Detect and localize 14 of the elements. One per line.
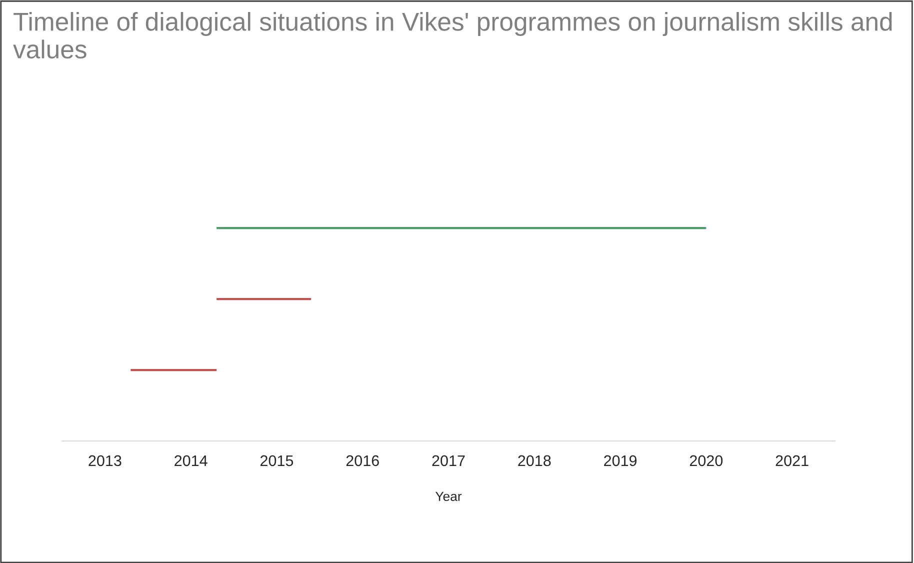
x-tick-label: 2013 — [88, 455, 122, 466]
x-tick-label: 2015 — [260, 455, 294, 466]
x-tick-label: 2016 — [346, 455, 379, 466]
bar — [130, 368, 217, 372]
bar — [216, 298, 312, 300]
x-tick-label: 2018 — [518, 455, 551, 466]
bar — [216, 227, 706, 230]
x-tick-label: 2021 — [776, 455, 808, 466]
x-tick-label: 2014 — [174, 455, 208, 466]
chart-title: Timeline of dialogical situations in Vikes' programmes on journalism skills and values — [13, 12, 892, 59]
x-tick-label: 2020 — [690, 455, 723, 466]
x-tick-label: 2019 — [604, 455, 637, 466]
x-tick-label: 2017 — [432, 455, 465, 466]
x-axis-title: Year — [435, 492, 462, 502]
